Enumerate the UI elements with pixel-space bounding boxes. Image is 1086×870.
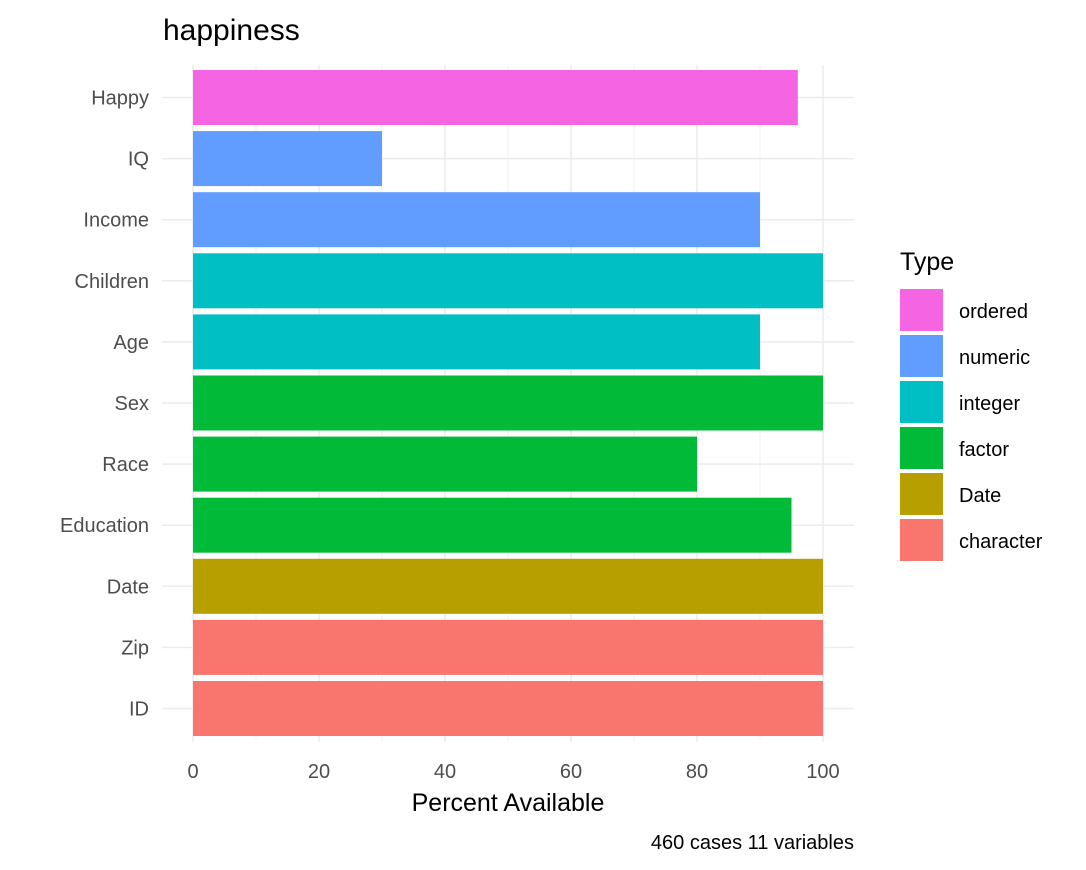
y-tick-label: IQ — [128, 149, 149, 171]
x-axis-labels: 0 20 40 60 80 100 — [187, 761, 839, 783]
y-tick-label: Zip — [121, 637, 149, 659]
x-tick-label: 0 — [187, 761, 198, 783]
y-tick-label: Education — [60, 515, 149, 537]
y-tick-label: Age — [113, 332, 149, 354]
x-tick-label: 80 — [686, 761, 708, 783]
x-axis-title: Percent Available — [412, 789, 605, 817]
legend-label: numeric — [959, 347, 1030, 369]
legend-key-factor — [900, 427, 943, 469]
y-tick-label: Happy — [91, 88, 149, 110]
bar-zip — [193, 619, 823, 675]
chart-title: happiness — [163, 14, 300, 47]
bar-id — [193, 681, 823, 736]
legend-key-date — [900, 473, 943, 515]
bar-sex — [193, 375, 823, 431]
chart-caption: 460 cases 11 variables — [651, 832, 854, 854]
bar-children — [193, 253, 823, 309]
legend-label: Date — [959, 485, 1001, 507]
bar-age — [193, 314, 760, 370]
x-tick-label: 60 — [560, 761, 582, 783]
bars — [193, 70, 823, 736]
y-tick-label: Income — [83, 210, 149, 232]
legend-key-integer — [900, 381, 943, 423]
x-tick-label: 40 — [434, 761, 456, 783]
legend-key-numeric — [900, 335, 943, 377]
bar-education — [193, 497, 792, 553]
x-tick-label: 20 — [308, 761, 330, 783]
y-axis-labels: Happy IQ Income Children Age Sex Race Education… — [60, 88, 149, 721]
y-tick-label: ID — [129, 699, 149, 721]
x-tick-label: 100 — [806, 761, 839, 783]
bar-income — [193, 192, 760, 248]
y-tick-label: Sex — [115, 393, 149, 415]
bar-iq — [193, 131, 382, 187]
y-tick-label: Race — [102, 454, 149, 476]
bar-race — [193, 436, 697, 492]
bar-date — [193, 558, 823, 614]
legend-key-ordered — [900, 289, 943, 331]
legend-key-character — [900, 519, 943, 561]
legend: Type ordered numeric integer factor Date char… — [900, 248, 1043, 561]
legend-label: factor — [959, 439, 1009, 461]
y-tick-label: Date — [107, 576, 149, 598]
legend-label: integer — [959, 393, 1020, 415]
bar-happy — [193, 70, 798, 125]
legend-label: ordered — [959, 301, 1028, 323]
legend-title: Type — [900, 248, 954, 276]
legend-label: character — [959, 531, 1043, 553]
y-tick-label: Children — [75, 271, 149, 293]
